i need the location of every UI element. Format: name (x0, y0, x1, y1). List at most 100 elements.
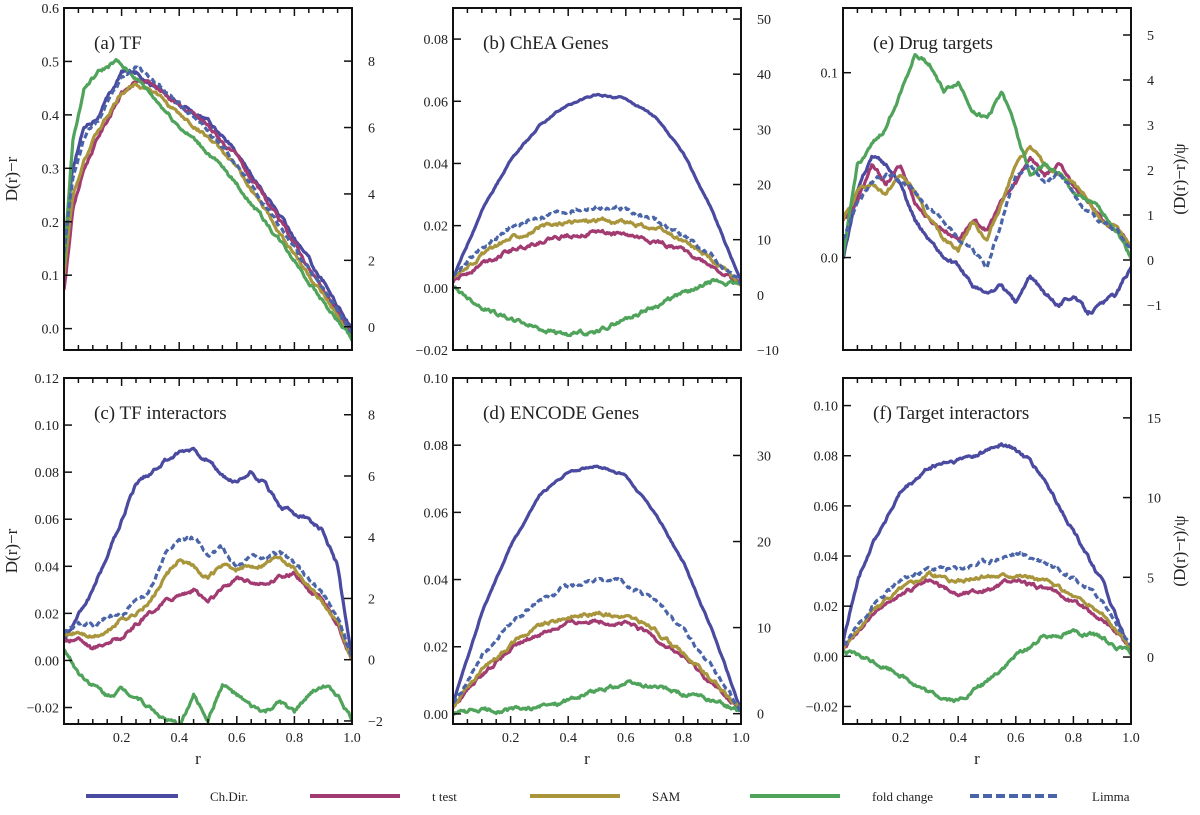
y-right-tick-label: 10 (757, 622, 771, 637)
y-tick-label: 0.02 (814, 600, 839, 615)
panel-c: 0.2 0.4 0.6 0.8 1.0 −0.02 0.00 0.02 0.04 0.06 0.08… (2, 372, 383, 768)
x-tick-label: 0.4 (170, 731, 188, 746)
y-tick-label: 0.12 (35, 372, 60, 387)
y-right-tick-label: 8 (368, 55, 375, 70)
y-right-tick-label: 5 (1147, 571, 1154, 586)
series-line-sam (64, 555, 352, 661)
y-right-tick-label: 5 (1147, 29, 1154, 44)
y-tick-label: 0.06 (814, 500, 839, 515)
series-line-fold-change (843, 53, 1131, 260)
y-tick-label: 0.04 (424, 157, 449, 172)
y-right-tick-label: −1 (1147, 299, 1162, 314)
panel-a-frame (63, 7, 353, 351)
panel-title: (a) TF (94, 33, 142, 54)
y-right-tick-label: 0 (368, 321, 375, 336)
y-axis-label: D(r)−r (2, 156, 21, 201)
x-axis-label: r (974, 749, 980, 768)
y-right-tick-label: 8 (368, 409, 375, 424)
panel-c-series-group (64, 446, 352, 724)
y-right-tick-label: 20 (757, 536, 771, 551)
panel-d: 0.2 0.4 0.6 0.8 1.0 0.00 0.02 0.04 0.06 0.08 0.10 0… (424, 372, 772, 768)
y-tick-label: 0.00 (814, 650, 839, 665)
x-tick-label: 0.2 (502, 731, 520, 746)
y-tick-label: 0.08 (424, 439, 449, 454)
panel-e: 0.0 0.1 −1 0 1 2 3 4 5 (e) Drug targets (D(r)−r)/ψ (821, 7, 1189, 351)
y-tick-label: 0.1 (821, 67, 839, 82)
panel-title: (e) Drug targets (873, 33, 993, 54)
panel-b: −0.02 0.00 0.02 0.04 0.06 0.08 −10 0 10 20 30 40 50 (… (416, 7, 779, 359)
y-tick-label: 0.00 (35, 654, 60, 669)
series-line-ch-dir- (843, 442, 1131, 655)
x-tick-label: 1.0 (1122, 731, 1140, 746)
legend-label: Ch.Dir. (210, 789, 248, 804)
x-tick-label: 0.4 (559, 731, 577, 746)
y-right-tick-label: 15 (1147, 412, 1161, 427)
y-right-tick-label: 2 (368, 254, 375, 269)
x-tick-label: 0.6 (1007, 731, 1025, 746)
panel-d-series-group (453, 464, 741, 716)
y-tick-label: 0.04 (35, 560, 60, 575)
x-tick-label: 0.2 (892, 731, 910, 746)
y-right-axis-label: (D(r)−r)/ψ (1170, 143, 1189, 215)
y-tick-label: 0.4 (42, 109, 60, 124)
y-tick-label: 0.10 (814, 400, 839, 415)
y-right-tick-label: 20 (757, 179, 771, 194)
series-line-limma (64, 65, 352, 334)
y-right-tick-label: 4 (1147, 74, 1154, 89)
legend: Ch.Dir. t test SAM fold change Limma (86, 789, 1130, 804)
panel-d-frame (452, 377, 742, 725)
y-tick-label: −0.02 (27, 702, 59, 717)
panel-b-series-group (453, 92, 741, 338)
y-tick-label: 0.04 (814, 550, 839, 565)
y-right-tick-label: 4 (368, 531, 375, 546)
x-tick-label: 1.0 (732, 731, 750, 746)
y-right-tick-label: 0 (1147, 254, 1154, 269)
x-tick-label: 0.8 (286, 731, 304, 746)
y-right-tick-label: 50 (757, 13, 771, 28)
y-axis-label: D(r)−r (2, 528, 21, 573)
panel-f-series-group (843, 442, 1131, 704)
y-tick-label: 0.08 (35, 466, 60, 481)
series-line-limma (843, 550, 1131, 647)
series-line-ch-dir- (843, 154, 1131, 316)
y-right-tick-label: −10 (757, 344, 779, 359)
series-line-ch-dir- (64, 68, 352, 331)
panel-e-frame (842, 7, 1132, 351)
x-tick-label: 0.2 (113, 731, 131, 746)
panel-title: (d) ENCODE Genes (483, 403, 639, 424)
series-line-fold-change (453, 277, 741, 338)
x-tick-label: 0.8 (675, 731, 693, 746)
y-tick-label: 0.0 (821, 252, 839, 267)
y-right-tick-label: 40 (757, 68, 771, 83)
series-line-ch-dir- (453, 92, 741, 282)
panel-title: (c) TF interactors (94, 403, 227, 424)
y-right-tick-label: 10 (757, 234, 771, 249)
y-tick-label: 0.06 (424, 506, 449, 521)
y-tick-label: 0.08 (814, 450, 839, 465)
y-right-tick-label: 2 (1147, 164, 1154, 179)
y-right-axis-label: (D(r)−r)/ψ (1170, 515, 1189, 587)
y-tick-label: 0.1 (42, 269, 60, 284)
panel-f-frame (842, 377, 1132, 725)
x-tick-label: 0.8 (1065, 731, 1083, 746)
panel-title: (f) Target interactors (873, 403, 1029, 424)
y-tick-label: 0.04 (424, 574, 449, 589)
y-right-tick-label: 0 (368, 654, 375, 669)
panel-a: 0.0 0.1 0.2 0.3 0.4 0.5 0.6 0 2 4 6 8 (a) TF D(r)−r (2, 2, 375, 351)
series-line-ch-dir- (453, 464, 741, 711)
series-line-fold-change (843, 628, 1131, 704)
series-line-limma (843, 162, 1131, 270)
series-line-sam (64, 82, 352, 341)
series-line-fold-change (64, 58, 352, 342)
series-line-sam (453, 216, 741, 287)
y-tick-label: 0.06 (424, 95, 449, 110)
y-right-tick-label: 6 (368, 470, 375, 485)
panel-f: 0.2 0.4 0.6 0.8 1.0 −0.02 0.00 0.02 0.04 0.06 0.08… (806, 377, 1189, 768)
y-tick-label: 0.00 (424, 282, 449, 297)
panel-e-series-group (843, 53, 1131, 316)
x-axis-label: r (584, 749, 590, 768)
panel-c-frame (63, 377, 353, 725)
legend-label: fold change (872, 789, 933, 804)
series-line-limma (453, 204, 741, 286)
